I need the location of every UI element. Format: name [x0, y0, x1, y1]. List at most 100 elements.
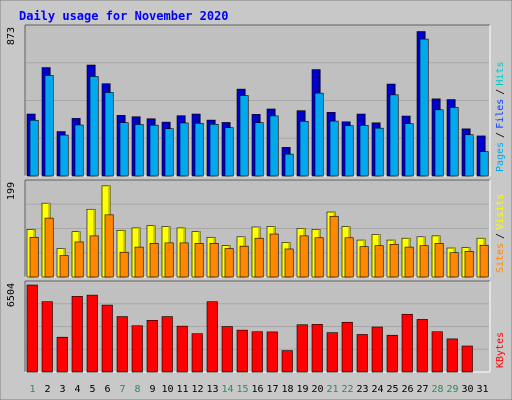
- chart-panels: 873 Pages / Files / Hits 199 Sites / Visits 6504 KB…: [6, 24, 506, 373]
- files-bar: [29, 119, 39, 177]
- files-bar: [284, 153, 294, 177]
- kbytes-bar: [281, 350, 293, 373]
- sites-bar: [239, 245, 249, 278]
- sites-bar: [194, 243, 204, 278]
- kbytes-bar: [386, 334, 398, 373]
- files-bar: [239, 95, 249, 177]
- kbytes-bar: [341, 321, 353, 373]
- kbytes-bar: [161, 316, 173, 373]
- sites-bar: [59, 255, 69, 278]
- day-label: 17: [266, 384, 278, 395]
- sites-bar: [29, 236, 39, 278]
- day-label: 27: [416, 384, 428, 395]
- kbytes-panel-legend-kbytes: KBytes: [495, 332, 506, 368]
- files-bar: [164, 128, 174, 177]
- sites-bar: [254, 237, 264, 278]
- kbytes-bar: [251, 331, 263, 373]
- sites-bar: [224, 248, 234, 278]
- files-bar: [179, 122, 189, 177]
- sites-bar: [389, 243, 399, 278]
- kbytes-bar: [191, 333, 203, 373]
- day-label: 8: [134, 384, 140, 395]
- files-bar: [89, 76, 99, 177]
- kbytes-bar: [176, 325, 188, 373]
- day-label: 4: [74, 384, 80, 395]
- files-bar: [59, 134, 69, 177]
- files-bar: [464, 134, 474, 177]
- sites-bar: [314, 237, 324, 278]
- sites-bar: [164, 242, 174, 278]
- files-bar: [149, 124, 159, 177]
- visits-panel-legend-separator: /: [495, 233, 506, 239]
- day-label: 11: [176, 384, 188, 395]
- sites-bar: [344, 237, 354, 278]
- kbytes-bar: [446, 338, 458, 373]
- files-bar: [389, 94, 399, 177]
- sites-bar: [74, 241, 84, 278]
- kbytes-bar: [71, 296, 83, 373]
- sites-bar: [374, 245, 384, 278]
- day-label: 16: [251, 384, 263, 395]
- day-label: 2: [44, 384, 50, 395]
- kbytes-bar: [461, 345, 473, 373]
- kbytes-panel-ymax-label: 6504: [6, 283, 17, 307]
- day-label: 25: [386, 384, 398, 395]
- sites-bar: [89, 235, 99, 278]
- files-bar: [344, 125, 354, 177]
- chart-title: Daily usage for November 2020: [19, 9, 229, 23]
- day-label: 20: [311, 384, 323, 395]
- hits-panel-legend-separator: /: [495, 89, 506, 95]
- files-bar: [314, 92, 324, 177]
- hits-panel-ymax-label: 873: [6, 27, 17, 45]
- day-label: 30: [461, 384, 473, 395]
- sites-bar: [419, 245, 429, 278]
- kbytes-bar: [146, 320, 158, 373]
- day-label: 7: [119, 384, 125, 395]
- day-axis-labels: 1 2 3 4 5 6 7 8 9 10 11 12 13 14 15 16 17 18 19 20 21 22 23 24 2…: [29, 384, 488, 395]
- day-label: 15: [236, 384, 248, 395]
- sites-bar: [179, 242, 189, 278]
- kbytes-bar: [416, 319, 428, 373]
- sites-bar: [149, 243, 159, 278]
- sites-bar: [284, 248, 294, 278]
- files-bar: [194, 122, 204, 177]
- day-label: 21: [326, 384, 338, 395]
- kbytes-bar: [131, 325, 143, 373]
- sites-bar: [329, 215, 339, 278]
- files-bar: [404, 123, 414, 177]
- files-bar: [419, 38, 429, 177]
- files-bar: [254, 122, 264, 177]
- sites-bar: [404, 246, 414, 278]
- visits-panel-legend-visits: Visits: [495, 194, 506, 230]
- day-label: 13: [206, 384, 218, 395]
- files-bar: [374, 127, 384, 177]
- sites-bar: [134, 246, 144, 278]
- sites-bar: [209, 243, 219, 278]
- day-label: 5: [89, 384, 95, 395]
- hits-panel-legend-separator: /: [495, 132, 506, 138]
- files-bar: [134, 124, 144, 177]
- kbytes-bar: [116, 316, 128, 373]
- kbytes-bar: [356, 334, 368, 373]
- sites-bar: [434, 243, 444, 278]
- kbytes-bar: [401, 313, 413, 373]
- files-bar: [44, 75, 54, 177]
- files-bar: [479, 151, 489, 177]
- sites-bar: [269, 233, 279, 278]
- files-bar: [359, 125, 369, 177]
- files-bar: [329, 120, 339, 177]
- sites-bar: [449, 252, 459, 278]
- kbytes-bar: [311, 324, 323, 373]
- sites-bar: [479, 244, 489, 278]
- kbytes-bar: [431, 331, 443, 373]
- files-bar: [434, 109, 444, 177]
- files-bar: [119, 122, 129, 177]
- day-label: 6: [104, 384, 110, 395]
- sites-bar: [299, 235, 309, 278]
- day-label: 31: [476, 384, 488, 395]
- files-bar: [269, 115, 279, 177]
- day-label: 14: [221, 384, 233, 395]
- files-bar: [449, 107, 459, 177]
- kbytes-bar: [26, 284, 38, 373]
